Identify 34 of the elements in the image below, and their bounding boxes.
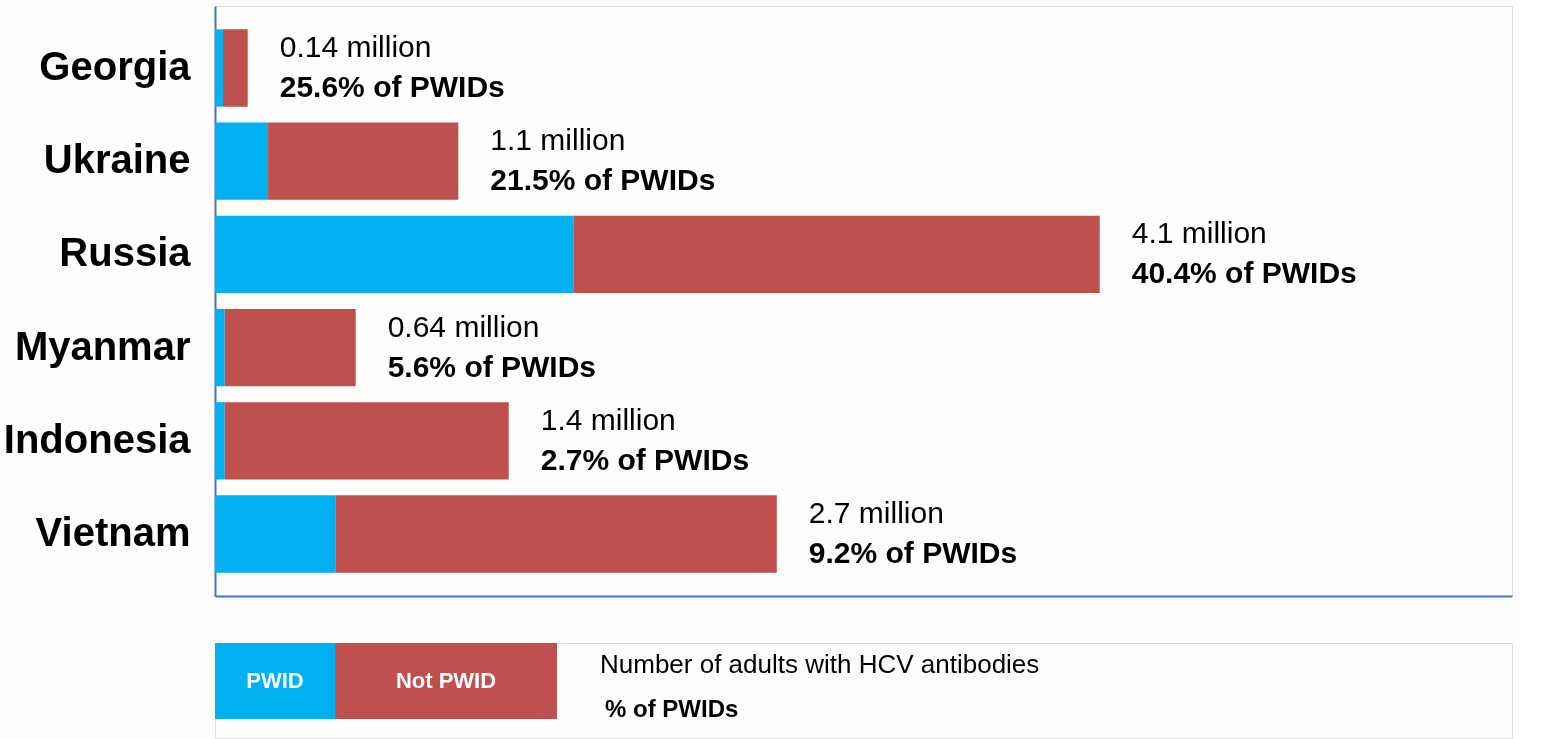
annotation: 2.7 million [808,496,944,530]
bar [215,122,269,200]
annotation: 21.5% of PWIDs [490,163,716,197]
y-tick-label: Ukraine [43,137,191,182]
annotation: 4.1 million [1131,216,1267,250]
annotation: 25.6% of PWIDs [279,69,505,103]
y-tick-label: Russia [59,230,192,275]
bar [215,215,574,294]
bar [215,29,223,107]
bar [215,495,336,573]
annotation: 40.4% of PWIDs [1131,256,1357,290]
annotation: 0.64 million [387,309,540,343]
annotation: 1.1 million [490,123,626,157]
text: Not PWID [395,668,497,693]
annotation: 5.6% of PWIDs [387,349,597,383]
bar [215,308,225,387]
bar [335,495,777,573]
text: PWID [246,668,304,693]
bar [215,402,225,480]
y-tick-label: Indonesia [3,416,192,461]
bar [224,402,509,480]
bar [268,122,459,200]
y-tick-label: Vietnam [35,510,191,555]
annotation: 0.14 million [279,29,432,63]
bar [222,29,248,107]
annotation: 2.7% of PWIDs [540,442,750,476]
annotation: 9.2% of PWIDs [808,536,1018,570]
bar [224,308,356,387]
text: Number of adults with HCV antibodies [600,649,1040,679]
bar [573,215,1100,294]
text: % of PWIDs [605,695,739,722]
y-tick-label: Georgia [39,43,192,88]
annotation: 1.4 million [540,402,676,436]
y-tick-label: Myanmar [14,323,191,368]
